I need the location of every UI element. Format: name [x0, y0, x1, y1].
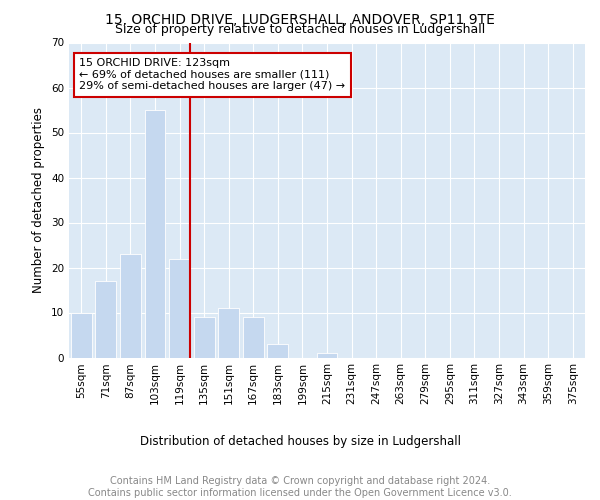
Bar [317, 353, 337, 358]
Bar [218, 308, 239, 358]
Bar [194, 317, 215, 358]
Bar [71, 312, 92, 358]
Text: Size of property relative to detached houses in Ludgershall: Size of property relative to detached ho… [115, 22, 485, 36]
Bar [95, 281, 116, 357]
Text: Distribution of detached houses by size in Ludgershall: Distribution of detached houses by size … [139, 435, 461, 448]
Bar [268, 344, 289, 358]
Y-axis label: Number of detached properties: Number of detached properties [32, 107, 46, 293]
Bar [145, 110, 166, 358]
Bar [169, 258, 190, 358]
Bar [120, 254, 141, 358]
Text: 15, ORCHID DRIVE, LUDGERSHALL, ANDOVER, SP11 9TE: 15, ORCHID DRIVE, LUDGERSHALL, ANDOVER, … [105, 12, 495, 26]
Bar [243, 317, 264, 358]
Text: 15 ORCHID DRIVE: 123sqm
← 69% of detached houses are smaller (111)
29% of semi-d: 15 ORCHID DRIVE: 123sqm ← 69% of detache… [79, 58, 346, 92]
Text: Contains HM Land Registry data © Crown copyright and database right 2024.
Contai: Contains HM Land Registry data © Crown c… [88, 476, 512, 498]
